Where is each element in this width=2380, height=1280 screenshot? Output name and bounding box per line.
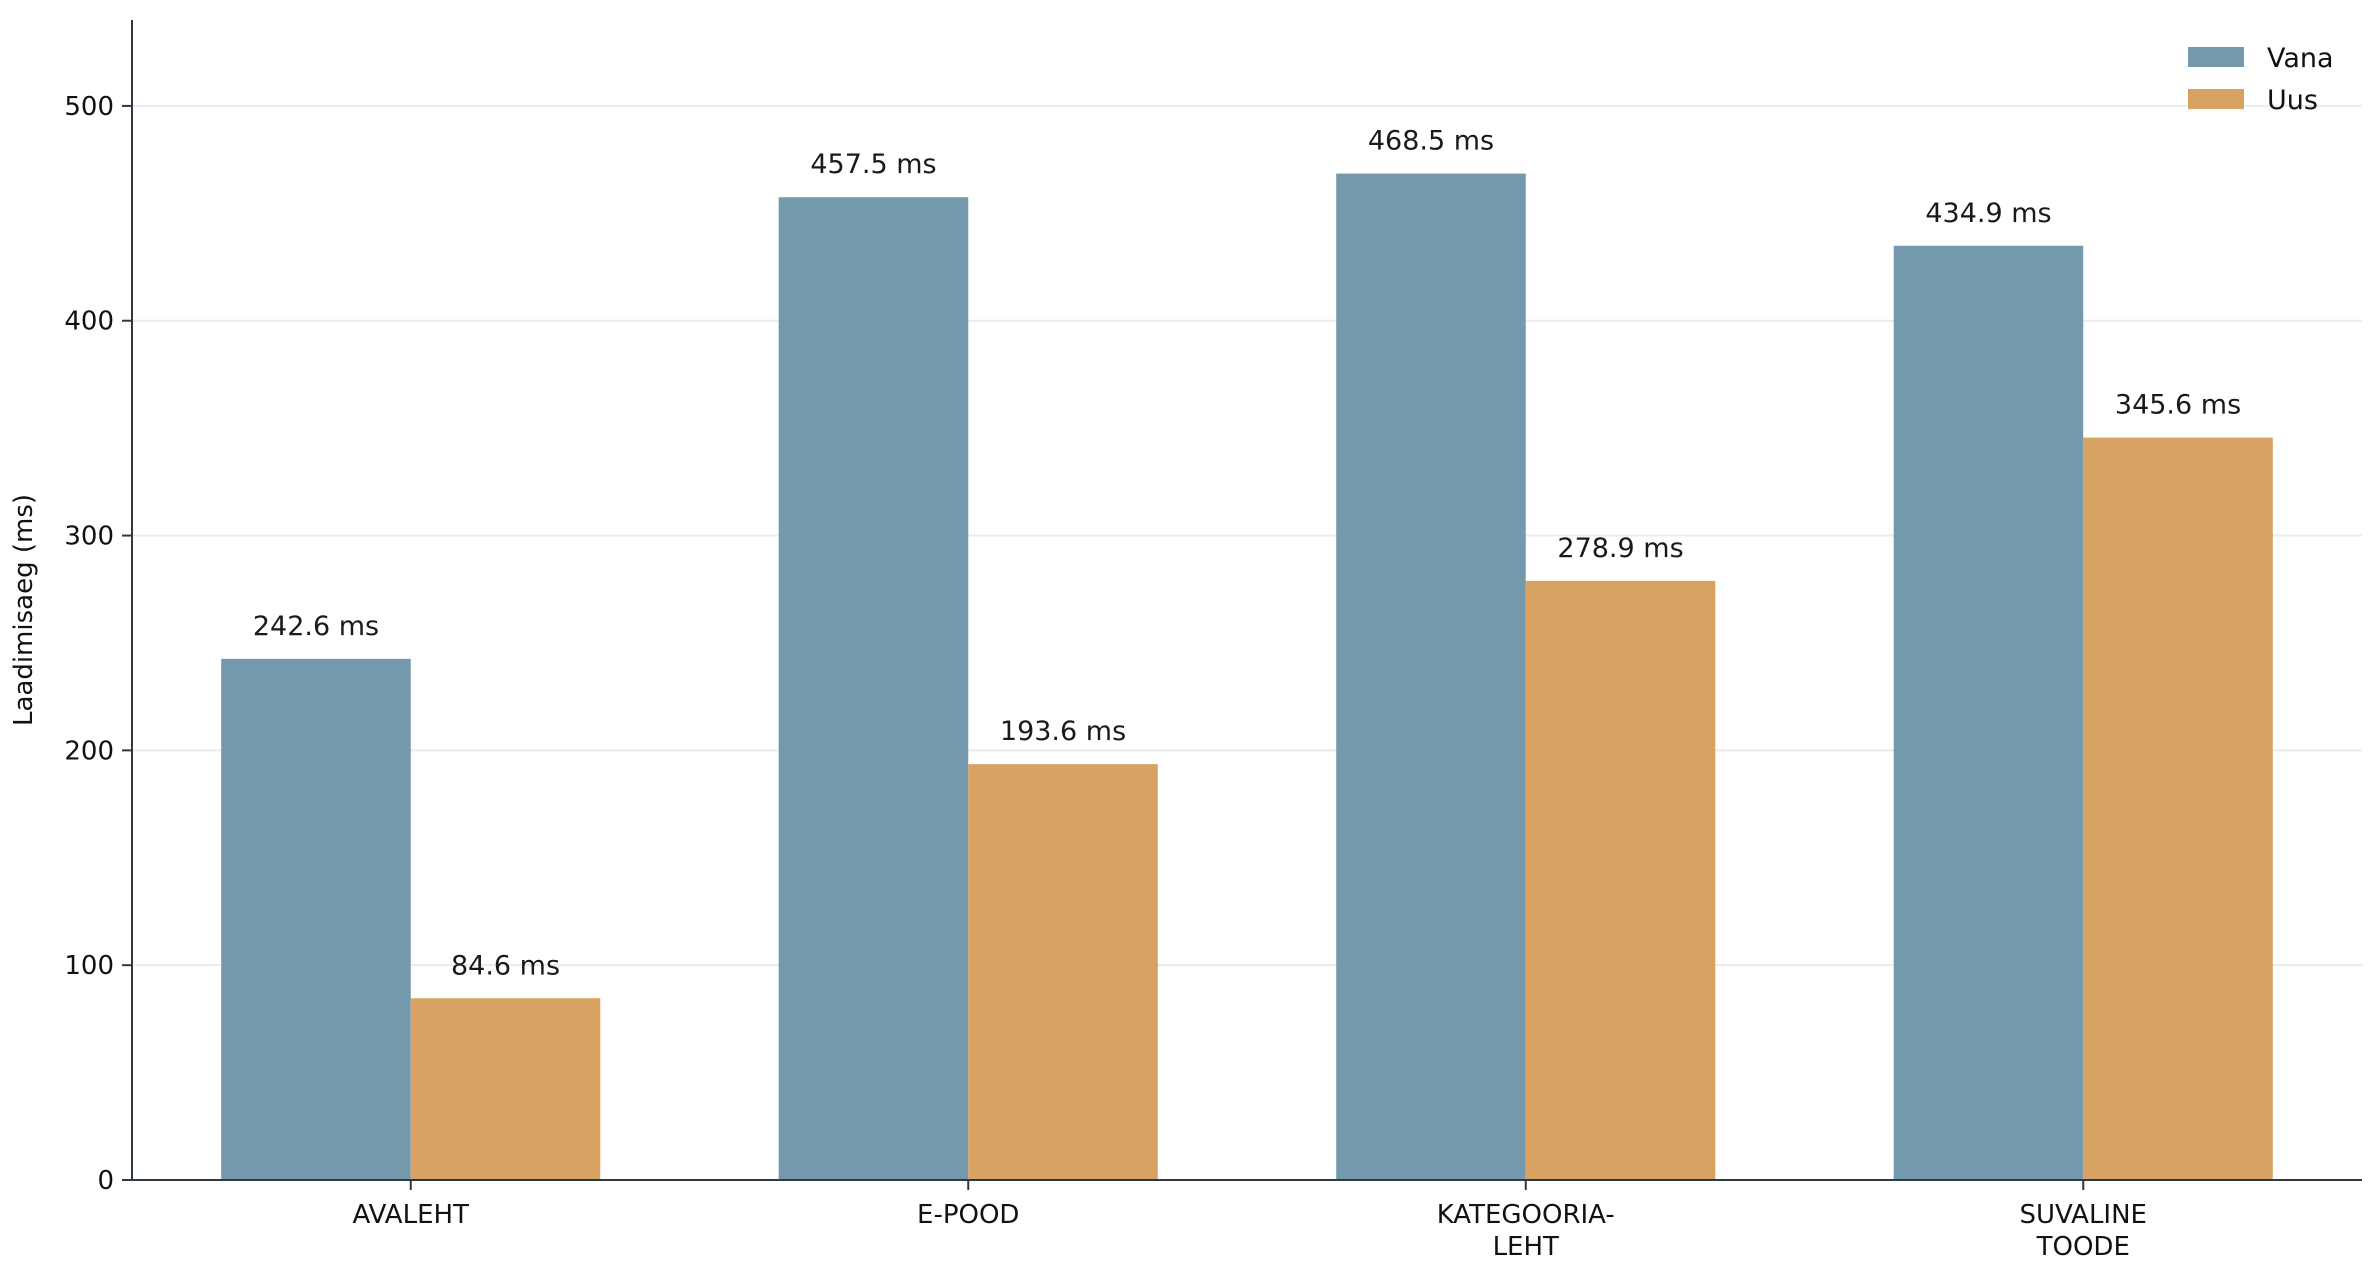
bar-uus: [410, 998, 601, 1180]
legend-label: Vana: [2267, 43, 2334, 74]
legend-label: Uus: [2267, 85, 2318, 116]
data-label: 457.5 ms: [810, 149, 936, 180]
y-axis-title: Laadimisaeg (ms): [9, 494, 39, 726]
data-label: 468.5 ms: [1368, 126, 1494, 157]
x-axis-ticks: AVALEHT E-POOD KATEGOORIA-LEHT SUVALINE TOOD…: [353, 1180, 2147, 1262]
data-labels: 242.6 ms 84.6 ms 457.5 ms 193.6 ms 468.5 ms 2…: [253, 126, 2241, 982]
bar-uus: [1525, 580, 1716, 1180]
y-axis-ticks: 0 100 200 300 400 500: [64, 92, 132, 1196]
x-tick-label: E-POOD: [917, 1200, 1019, 1230]
bar-vana: [1893, 245, 2084, 1180]
data-label: 434.9 ms: [1925, 198, 2051, 229]
legend-swatch-uus: [2188, 89, 2244, 109]
data-label: 242.6 ms: [253, 611, 379, 642]
y-tick-label: 400: [64, 307, 114, 337]
y-tick-label: 300: [64, 522, 114, 552]
bar-vana: [1336, 173, 1526, 1180]
legend-swatch-vana: [2188, 47, 2244, 67]
y-tick-label: 200: [64, 736, 114, 766]
y-tick-label: 100: [64, 951, 114, 981]
bar-vana: [778, 197, 969, 1180]
data-label: 345.6 ms: [2115, 390, 2241, 421]
data-label: 84.6 ms: [451, 950, 560, 981]
y-tick-label: 500: [64, 92, 114, 122]
x-tick-label: SUVALINE TOODE: [2020, 1200, 2147, 1262]
axes: [131, 20, 2362, 1181]
data-label: 193.6 ms: [1000, 716, 1126, 747]
bar-uus: [968, 764, 1158, 1180]
bar-vana: [221, 658, 411, 1180]
bar-uus: [2083, 437, 2273, 1181]
bars: [221, 173, 2273, 1181]
x-tick-label: KATEGOORIA-LEHT: [1437, 1200, 1615, 1262]
x-tick-label: AVALEHT: [353, 1200, 469, 1230]
data-label: 278.9 ms: [1557, 533, 1683, 564]
y-tick-label: 0: [97, 1166, 114, 1196]
legend: Vana Uus: [2188, 43, 2334, 116]
